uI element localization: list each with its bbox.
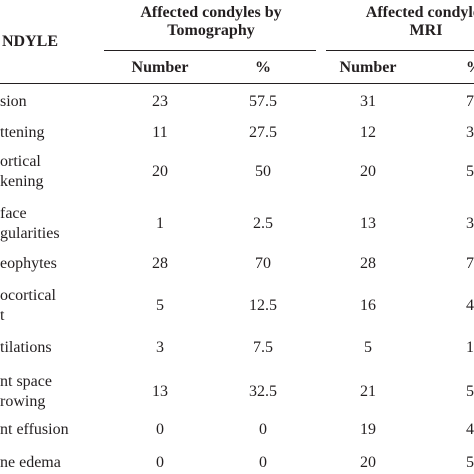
mri-group-header-line1: Affected condyles xyxy=(365,4,474,21)
finding-label-line: nt effusion xyxy=(0,421,69,438)
tomography-percent-cell: 12.5 xyxy=(249,297,277,314)
mri-percent-cell: 50 xyxy=(466,163,474,180)
mri-percent-cell: 77 xyxy=(466,93,474,110)
finding-label: sion xyxy=(0,92,27,112)
tomography-percent-cell: 70 xyxy=(255,255,271,272)
tomography-number-header: Number xyxy=(131,59,189,76)
tomography-number-cell: 3 xyxy=(156,339,164,356)
tomography-number-cell: 1 xyxy=(156,215,164,232)
tomography-number-cell: 20 xyxy=(152,163,168,180)
finding-label: ocortical t xyxy=(0,286,56,326)
mri-percent-header: % xyxy=(446,58,474,78)
tomography-percent-cell: 50 xyxy=(255,163,271,180)
tomography-group-rule xyxy=(104,50,316,51)
mri-number-header: Number xyxy=(339,59,397,76)
tomography-percent-cell: 0 xyxy=(259,454,267,471)
finding-label-line: ne edema xyxy=(0,454,61,471)
mri-number-cell: 12 xyxy=(360,124,376,141)
finding-label-line: sion xyxy=(0,93,27,110)
tomography-percent-cell: 2.5 xyxy=(253,215,273,232)
finding-label: tilations xyxy=(0,338,52,358)
finding-label-line: gularities xyxy=(0,225,60,242)
mri-group-header-line2: MRI xyxy=(409,22,443,39)
finding-label-line: ocortical xyxy=(0,287,56,304)
mri-number-cell: 20 xyxy=(360,163,376,180)
finding-label: ttening xyxy=(0,123,44,143)
finding-label: ne edema xyxy=(0,453,61,473)
mri-percent-cell: 70 xyxy=(466,255,474,272)
mri-group-header: Affected condyles MRI xyxy=(326,4,474,40)
tomography-percent-cell: 32.5 xyxy=(249,383,277,400)
finding-label-line: tilations xyxy=(0,339,52,356)
tomography-percent-cell: 7.5 xyxy=(253,339,273,356)
mri-number-cell: 28 xyxy=(360,255,376,272)
mri-number-cell: 21 xyxy=(360,383,376,400)
mri-number-cell: 16 xyxy=(360,297,376,314)
tomography-percent-cell: 57.5 xyxy=(249,93,277,110)
mri-number-cell: 19 xyxy=(360,421,376,438)
finding-label-line: ortical xyxy=(0,153,41,170)
header-bottom-rule xyxy=(0,83,474,84)
mri-number-cell: 31 xyxy=(360,93,376,110)
mri-number-cell: 20 xyxy=(360,454,376,471)
tomography-group-header-line1: Affected condyles by xyxy=(140,4,282,21)
finding-label-line: face xyxy=(0,205,27,222)
mri-percent-cell: 50 xyxy=(466,454,474,471)
tomography-group-header: Affected condyles by Tomography xyxy=(100,4,322,40)
finding-label: eophytes xyxy=(0,254,57,274)
mri-group-rule xyxy=(326,50,474,51)
tomography-percent-cell: 0 xyxy=(259,421,267,438)
tomography-number-cell: 0 xyxy=(156,454,164,471)
finding-label-line: nt space xyxy=(0,373,52,390)
finding-label-line: eophytes xyxy=(0,255,57,272)
tomography-percent-cell: 27.5 xyxy=(249,124,277,141)
tomography-group-header-line2: Tomography xyxy=(167,22,255,39)
finding-label: nt effusion xyxy=(0,420,69,440)
tomography-number-cell: 0 xyxy=(156,421,164,438)
mri-percent-cell: 47 xyxy=(466,421,474,438)
tomography-percent-header: % xyxy=(255,59,271,76)
tomography-number-cell: 28 xyxy=(152,255,168,272)
tomography-number-cell: 11 xyxy=(152,124,168,141)
finding-label-line: rowing xyxy=(0,393,46,410)
condyle-column-header: NDYLE xyxy=(2,33,59,50)
finding-label: ortical kening xyxy=(0,152,44,192)
tomography-number-cell: 23 xyxy=(152,93,168,110)
mri-number-cell: 5 xyxy=(364,339,372,356)
mri-percent-cell: 52 xyxy=(466,383,474,400)
mri-percent-cell: 40 xyxy=(466,297,474,314)
mri-percent-cell: 30 xyxy=(466,124,474,141)
mri-number-cell: 13 xyxy=(360,215,376,232)
finding-label-line: t xyxy=(0,307,5,324)
mri-percent-cell: 33 xyxy=(466,215,474,232)
tomography-number-cell: 5 xyxy=(156,297,164,314)
mri-percent-cell: 12 xyxy=(466,339,474,356)
finding-label-line: ttening xyxy=(0,124,45,141)
finding-label: face gularities xyxy=(0,204,60,244)
finding-label: nt space rowing xyxy=(0,372,52,412)
tomography-number-cell: 13 xyxy=(152,383,168,400)
finding-label-line: kening xyxy=(0,173,44,190)
